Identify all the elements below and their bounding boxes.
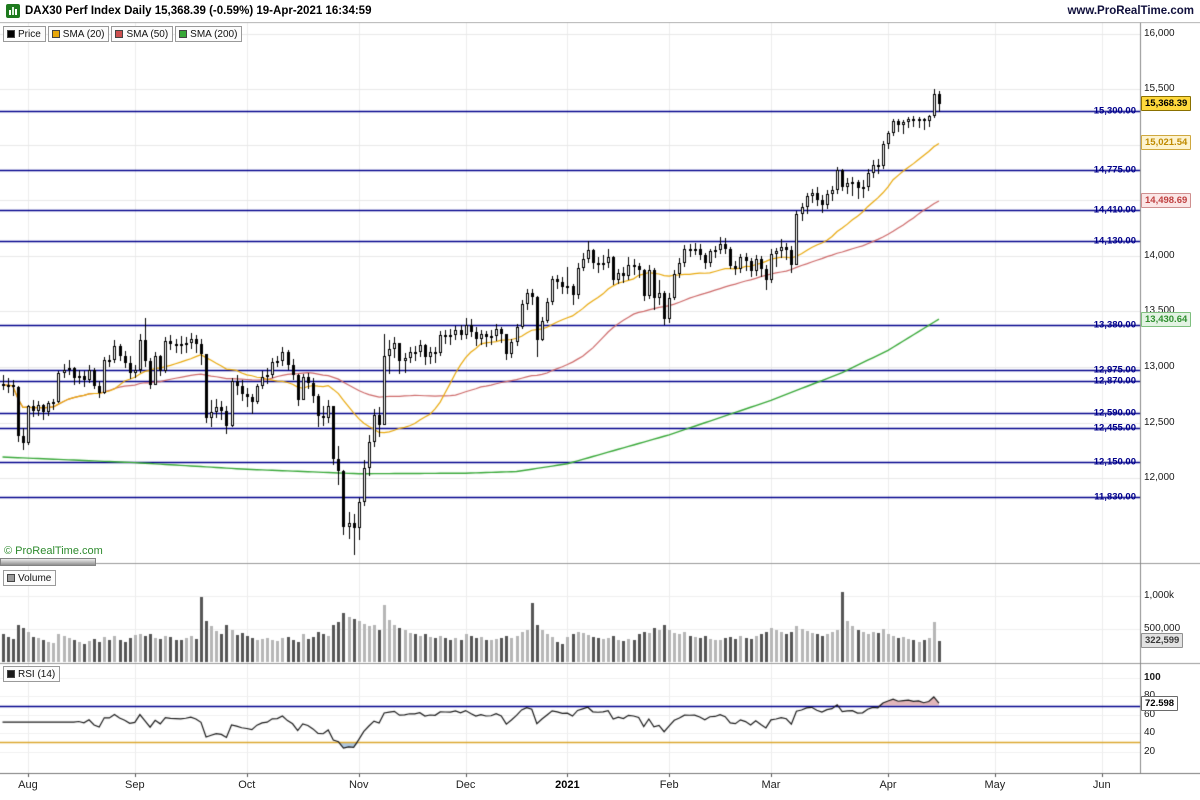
- legend-sma20-label: SMA (20): [62, 28, 105, 40]
- legend-price[interactable]: Price: [3, 26, 46, 42]
- price-level-label: 12,455.00: [1093, 422, 1136, 434]
- price-axis-tick: 12,000: [1144, 472, 1175, 484]
- price-axis-tick: 16,000: [1144, 27, 1175, 39]
- price-swatch-icon: [7, 30, 15, 38]
- volume-axis-tick: 1,000k: [1144, 590, 1175, 601]
- price-level-label: 15,300.00: [1093, 105, 1136, 117]
- price-level-label: 12,975.00: [1093, 364, 1136, 376]
- main-chart-legend: Price SMA (20) SMA (50) SMA (200): [3, 26, 243, 42]
- legend-sma20[interactable]: SMA (20): [47, 26, 110, 42]
- x-axis-month-label: Feb: [659, 779, 679, 791]
- legend-price-label: Price: [18, 28, 41, 40]
- x-axis-month-label: May: [984, 779, 1006, 791]
- price-axis-tick: 13,500: [1144, 305, 1175, 317]
- price-level-label: 13,380.00: [1093, 319, 1136, 331]
- price-axis-tick: 12,500: [1144, 416, 1175, 428]
- rsi-axis-tick: 20: [1144, 745, 1156, 757]
- chart-icon: [6, 4, 20, 18]
- legend-sma200[interactable]: SMA (200): [175, 26, 243, 42]
- price-axis-tick: 15,500: [1144, 83, 1175, 95]
- legend-rsi[interactable]: RSI (14): [3, 666, 61, 682]
- price-axis-tick: 14,000: [1144, 249, 1175, 261]
- price-level-label: 14,775.00: [1093, 164, 1136, 176]
- price-level-label: 12,150.00: [1093, 456, 1136, 468]
- chart-header: DAX30 Perf Index Daily 15,368.39 (-0.59%…: [0, 0, 1200, 22]
- price-level-label: 12,590.00: [1093, 407, 1136, 419]
- x-axis-month-label: Oct: [238, 779, 256, 791]
- prorealtime-copyright: © ProRealTime.com: [4, 545, 103, 557]
- rsi-legend: RSI (14): [3, 666, 61, 682]
- volume-legend: Volume: [3, 570, 57, 586]
- sma20-value-badge: 15,021.54: [1141, 134, 1192, 150]
- panel-resize-handle[interactable]: [0, 558, 96, 566]
- sma200-value-badge: 13,430.64: [1141, 311, 1192, 327]
- x-axis-month-label: Mar: [761, 779, 781, 791]
- legend-volume-label: Volume: [18, 572, 52, 584]
- x-axis-month-label: Nov: [348, 779, 369, 791]
- volume-value-badge: 322,599: [1141, 633, 1184, 649]
- sma50-swatch-icon: [115, 30, 124, 38]
- legend-sma50-label: SMA (50): [126, 28, 169, 40]
- rsi-swatch-icon: [7, 670, 15, 678]
- legend-sma50[interactable]: SMA (50): [111, 26, 174, 42]
- rsi-value-badge: 72.598: [1141, 695, 1179, 711]
- prorealtime-link[interactable]: www.ProRealTime.com: [1067, 5, 1194, 17]
- x-axis-month-label: Apr: [879, 779, 897, 791]
- volume-axis-tick: 500,000: [1144, 623, 1181, 634]
- x-axis-month-label: Jun: [1092, 779, 1111, 791]
- header-left: DAX30 Perf Index Daily 15,368.39 (-0.59%…: [6, 4, 371, 18]
- legend-sma200-label: SMA (200): [190, 28, 238, 40]
- price-level-label: 12,870.00: [1093, 375, 1136, 387]
- price-level-label: 14,410.00: [1093, 204, 1136, 216]
- x-axis-month-label: Dec: [455, 779, 476, 791]
- x-axis-month-label: Aug: [18, 779, 38, 791]
- volume-swatch-icon: [7, 574, 15, 582]
- rsi-axis-tick: 60: [1144, 708, 1156, 720]
- instrument-title: DAX30 Perf Index Daily 15,368.39 (-0.59%…: [25, 5, 372, 17]
- rsi-axis-tick: 100: [1144, 672, 1161, 683]
- price-level-label: 14,130.00: [1093, 235, 1136, 247]
- price-level-label: 11,830.00: [1094, 491, 1136, 503]
- sma50-value-badge: 14,498.69: [1141, 192, 1192, 208]
- legend-rsi-label: RSI (14): [18, 668, 56, 680]
- sma20-swatch-icon: [51, 30, 60, 38]
- last-price-badge: 15,368.39: [1141, 96, 1192, 112]
- legend-volume[interactable]: Volume: [3, 570, 57, 586]
- sma200-swatch-icon: [179, 30, 188, 38]
- rsi-axis-tick: 40: [1144, 727, 1156, 739]
- time-axis[interactable]: [0, 773, 1200, 800]
- x-axis-month-label: 2021: [555, 779, 580, 791]
- x-axis-month-label: Sep: [125, 779, 145, 791]
- price-axis-tick: 13,000: [1144, 361, 1175, 373]
